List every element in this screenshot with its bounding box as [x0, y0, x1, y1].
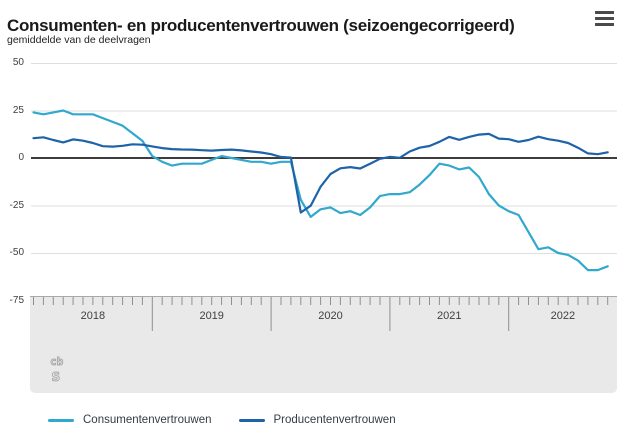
hamburger-menu-icon[interactable] — [595, 11, 614, 26]
legend: Consumentenvertrouwen Producentenvertrou… — [48, 414, 396, 426]
x-axis-ticks — [33, 297, 609, 331]
x-axis-year-label: 2021 — [437, 310, 462, 322]
cbs-logo: cb s — [50, 355, 65, 386]
x-axis-year-label: 2022 — [550, 310, 576, 322]
x-axis-year-label: 2019 — [199, 310, 224, 322]
legend-item-consumentenvertrouwen[interactable]: Consumentenvertrouwen — [48, 414, 212, 426]
chart-subtitle: gemiddelde van de deelvragen — [7, 34, 151, 46]
legend-label: Consumentenvertrouwen — [83, 414, 212, 426]
y-axis-label: 50 — [12, 57, 24, 68]
y-axis-label: 0 — [18, 152, 24, 163]
menu-bar — [595, 11, 614, 14]
legend-label: Producentenvertrouwen — [273, 414, 396, 426]
y-axis-label: -75 — [9, 294, 24, 306]
consumer-line-swatch-icon — [48, 418, 74, 422]
x-axis-year-label: 2020 — [318, 310, 343, 322]
menu-bar — [595, 23, 614, 26]
cbs-logo-letters-cb: cb — [50, 355, 64, 368]
chart-title: Consumenten- en producentenvertrouwen (s… — [7, 16, 515, 36]
y-axis-label: -25 — [9, 199, 24, 211]
x-axis-year-label: 2018 — [80, 310, 106, 322]
y-axis-label: 25 — [12, 104, 24, 116]
menu-bar — [595, 17, 614, 20]
series-line-consumentenvertrouwen — [32, 109, 609, 272]
x-axis-band: 2018 2019 2020 2021 2022 cb s — [30, 296, 617, 393]
series-line-producentenvertrouwen — [32, 132, 609, 214]
y-axis-label: -50 — [9, 247, 24, 258]
producer-line-swatch-icon — [238, 418, 265, 422]
legend-item-producentenvertrouwen[interactable]: Producentenvertrouwen — [238, 414, 396, 426]
line-plot — [31, 63, 617, 272]
cbs-logo-letter-s: s — [51, 366, 61, 385]
